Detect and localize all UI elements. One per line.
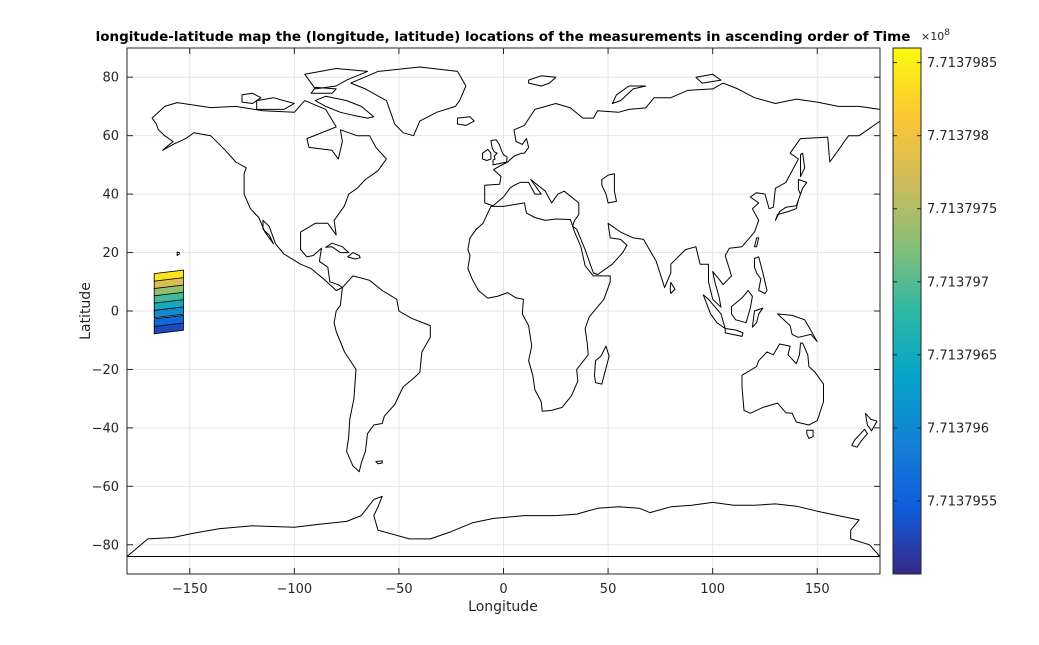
coastlines <box>126 66 881 557</box>
y-tick-label: −80 <box>92 538 119 553</box>
x-tick-label: −100 <box>276 582 312 597</box>
colorbar-exponent-base: ×10 <box>921 30 944 43</box>
colorbar-tick-label: 7.713796 <box>927 421 989 436</box>
colorbar-tick-label: 7.713798 <box>927 129 989 144</box>
coastline-victoria-island <box>256 97 295 110</box>
colorbar-tick-label: 7.7137965 <box>927 348 997 363</box>
coastline-falklands <box>375 460 383 465</box>
y-axis-label: Latitude <box>78 282 94 340</box>
coastline-cuba <box>325 242 350 254</box>
colorbar-exponent: ×108 <box>921 28 950 43</box>
coastline-hawaii <box>176 251 180 256</box>
x-tick-label: 50 <box>600 582 617 597</box>
y-tick-label: 0 <box>111 305 119 320</box>
coastline-greenland <box>350 66 467 137</box>
measurement-marker <box>153 269 184 282</box>
coastline-sakhalin <box>800 152 806 178</box>
coastline-japan <box>774 179 808 221</box>
colorbar-tick-label: 7.7137975 <box>927 202 997 217</box>
coastline-south-america <box>333 275 431 473</box>
coastline-sulawesi <box>751 307 764 328</box>
coastline-ireland <box>482 148 492 161</box>
coastline-baffin <box>314 95 375 119</box>
x-axis-ticks: −150 −100 −50 0 50 100 150 <box>172 48 830 597</box>
y-tick-label: −60 <box>92 480 119 495</box>
y-tick-label: 80 <box>102 71 119 86</box>
colorbar: 7.7137955 7.713796 7.7137965 7.713797 7.7137… <box>892 28 997 575</box>
coastline-new-guinea <box>777 313 818 343</box>
chart-title: longitude-latitude map the (longitude, l… <box>96 29 911 45</box>
y-tick-label: 60 <box>102 129 119 144</box>
coastline-caspian-sea <box>601 173 617 204</box>
x-tick-label: −150 <box>172 582 208 597</box>
coastline-novaya-zemlya <box>611 85 647 104</box>
coastline-java <box>724 328 744 337</box>
coastline-hispaniola <box>347 252 361 260</box>
colorbar-tick-label: 7.713797 <box>927 275 989 290</box>
coastline-australia <box>741 342 824 426</box>
coastline-new-zealand-south <box>851 428 868 448</box>
x-tick-label: −50 <box>385 582 412 597</box>
coastline-tasmania <box>806 429 814 439</box>
coastline-banks-island <box>241 92 262 104</box>
coastline-philippines <box>754 256 768 294</box>
coastline-eurasia <box>484 82 881 308</box>
y-tick-label: 40 <box>102 188 119 203</box>
coastline-borneo <box>731 290 753 324</box>
measurement-marker <box>153 314 184 327</box>
coastline-madagascar <box>594 345 610 385</box>
y-tick-label: −20 <box>92 363 119 378</box>
coastline-uk <box>490 139 508 166</box>
coastline-iceland <box>457 116 475 126</box>
coastline-new-zealand-north <box>864 412 878 432</box>
coastline-svalbard <box>528 75 557 87</box>
x-axis-label: Longitude <box>468 599 538 615</box>
y-tick-label: −40 <box>92 421 119 436</box>
colorbar-tick-label: 7.7137985 <box>927 56 997 71</box>
coastline-north-america <box>151 100 387 291</box>
colorbar-tick-label: 7.7137955 <box>927 494 997 509</box>
coastline-sri-lanka <box>669 281 676 294</box>
coastline-devon-island <box>310 86 337 94</box>
map-axes: −150 −100 −50 0 50 100 150 80 60 40 20 0 −20 −40 −60 −… <box>92 47 881 597</box>
colorbar-exponent-power: 8 <box>944 28 950 38</box>
coastline-taiwan <box>754 237 760 248</box>
coastline-africa <box>467 202 611 412</box>
coastline-severnaya-zemlya <box>695 73 722 84</box>
coastline-ellesmere <box>304 68 368 90</box>
colorbar-gradient <box>892 47 922 575</box>
colorbar-ticks: 7.7137955 7.713796 7.7137965 7.713797 7.7137… <box>893 56 997 509</box>
coastline-antarctica <box>126 495 881 557</box>
x-tick-label: 0 <box>499 582 507 597</box>
measurement-markers <box>153 269 184 335</box>
x-tick-label: 150 <box>805 582 830 597</box>
x-tick-label: 100 <box>700 582 725 597</box>
y-axis-ticks: 80 60 40 20 0 −20 −40 −60 −80 <box>92 71 880 553</box>
y-tick-label: 20 <box>102 246 119 261</box>
